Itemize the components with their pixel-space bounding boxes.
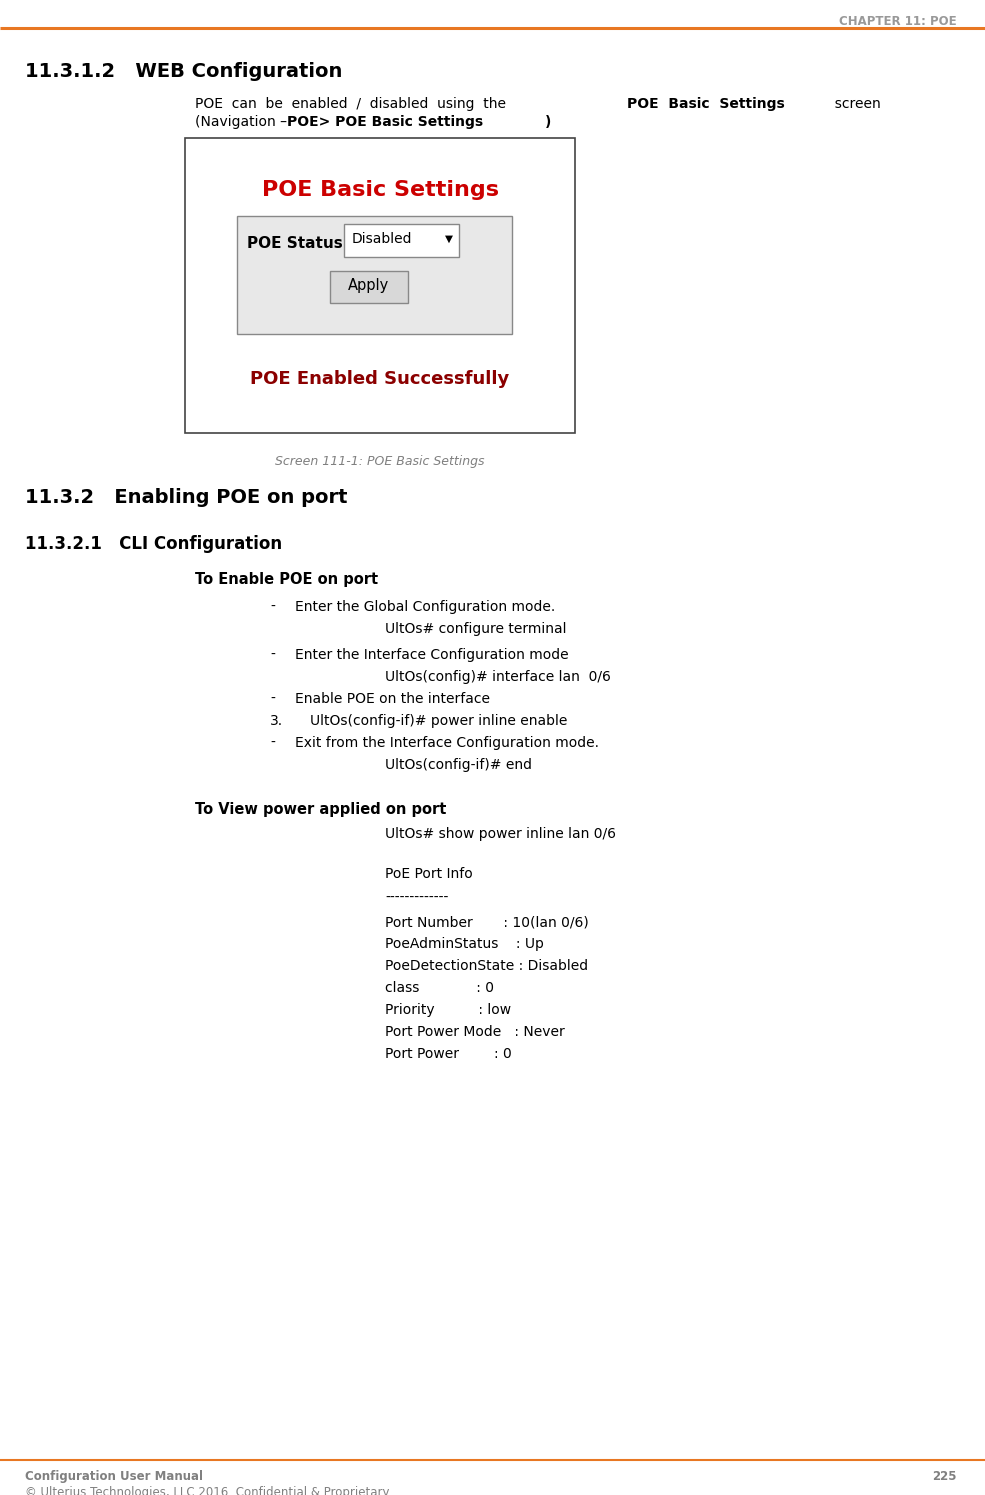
Text: 11.3.2   Enabling POE on port: 11.3.2 Enabling POE on port [25,487,348,507]
Text: PoeDetectionState : Disabled: PoeDetectionState : Disabled [385,958,588,973]
Text: To Enable POE on port: To Enable POE on port [195,573,378,588]
Text: POE Status: POE Status [247,236,343,251]
Text: 11.3.1.2   WEB Configuration: 11.3.1.2 WEB Configuration [25,61,343,81]
Text: ): ) [545,115,552,129]
Text: POE  Basic  Settings: POE Basic Settings [627,97,785,111]
Text: POE Basic Settings: POE Basic Settings [261,179,498,200]
Text: POE Enabled Successfully: POE Enabled Successfully [250,369,509,389]
Text: Configuration User Manual: Configuration User Manual [25,1470,203,1483]
Text: ▼: ▼ [445,235,453,244]
Text: (Navigation –: (Navigation – [195,115,292,129]
Text: -: - [270,736,275,750]
FancyBboxPatch shape [237,215,512,333]
Text: UltOs(config)# interface lan  0/6: UltOs(config)# interface lan 0/6 [385,670,611,685]
FancyBboxPatch shape [344,224,459,257]
Text: -------------: ------------- [385,891,448,904]
Text: -: - [270,692,275,706]
Text: 3.: 3. [270,715,283,728]
Text: Port Power Mode   : Never: Port Power Mode : Never [385,1026,564,1039]
Text: © Ulterius Technologies, LLC 2016. Confidential & Proprietary.: © Ulterius Technologies, LLC 2016. Confi… [25,1486,392,1495]
Text: Apply: Apply [349,278,390,293]
Text: Disabled: Disabled [352,232,413,247]
Text: UltOs# configure terminal: UltOs# configure terminal [385,622,566,635]
Text: Port Power        : 0: Port Power : 0 [385,1046,512,1061]
Text: Enter the Interface Configuration mode: Enter the Interface Configuration mode [295,647,568,662]
Text: Port Number       : 10(lan 0/6): Port Number : 10(lan 0/6) [385,915,589,928]
Text: Priority          : low: Priority : low [385,1003,511,1017]
Text: Enter the Global Configuration mode.: Enter the Global Configuration mode. [295,599,556,614]
Text: PoeAdminStatus    : Up: PoeAdminStatus : Up [385,937,544,951]
Text: CHAPTER 11: POE: CHAPTER 11: POE [839,15,957,28]
Text: screen: screen [826,97,881,111]
Text: UltOs(config-if)# power inline enable: UltOs(config-if)# power inline enable [310,715,567,728]
Text: -: - [270,599,275,614]
Text: 11.3.2.1   CLI Configuration: 11.3.2.1 CLI Configuration [25,535,282,553]
Text: Exit from the Interface Configuration mode.: Exit from the Interface Configuration mo… [295,736,599,750]
FancyBboxPatch shape [330,271,408,303]
Text: Screen 111-1: POE Basic Settings: Screen 111-1: POE Basic Settings [275,454,485,468]
Text: UltOs(config-if)# end: UltOs(config-if)# end [385,758,532,771]
Text: POE  can  be  enabled  /  disabled  using  the: POE can be enabled / disabled using the [195,97,515,111]
Text: 225: 225 [933,1470,957,1483]
Text: Enable POE on the interface: Enable POE on the interface [295,692,490,706]
Text: To View power applied on port: To View power applied on port [195,801,446,816]
Text: -: - [270,647,275,662]
Text: PoE Port Info: PoE Port Info [385,867,473,881]
FancyBboxPatch shape [185,138,575,434]
Text: class             : 0: class : 0 [385,981,494,996]
Text: POE> POE Basic Settings: POE> POE Basic Settings [287,115,483,129]
Text: UltOs# show power inline lan 0/6: UltOs# show power inline lan 0/6 [385,827,616,842]
